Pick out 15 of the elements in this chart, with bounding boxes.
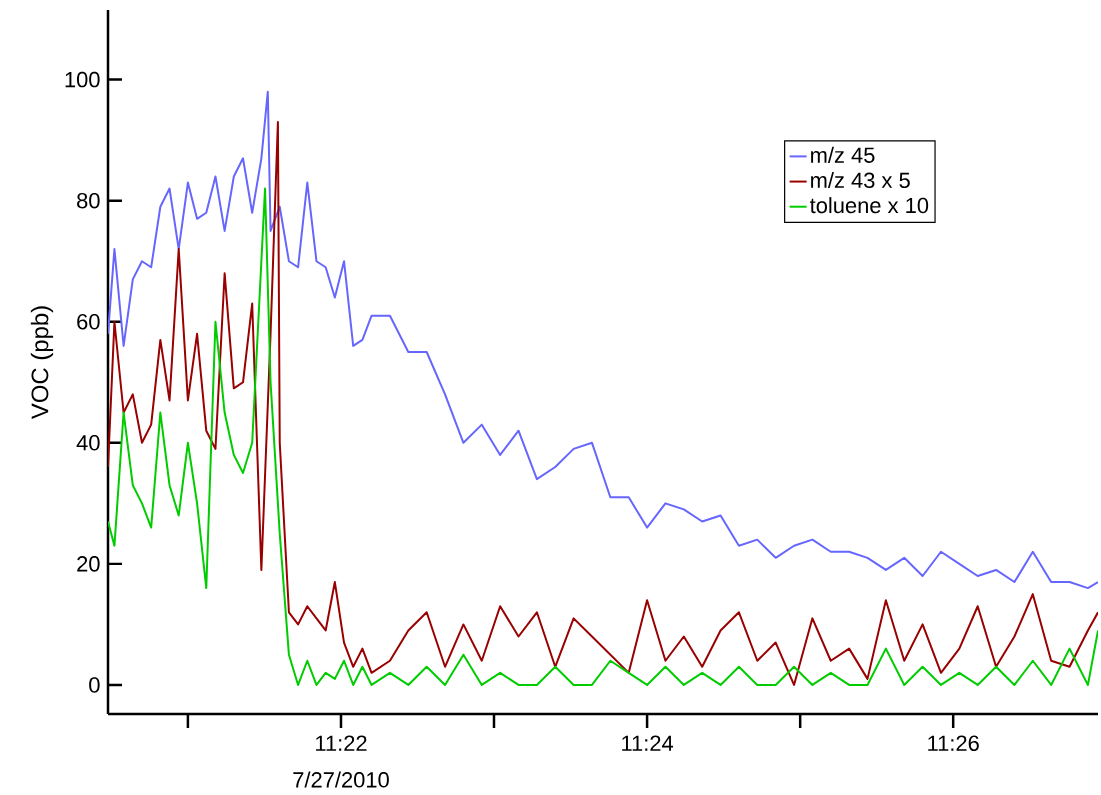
x-tick-label: 11:24 [622, 735, 674, 751]
legend-label: toluene x 10 [809, 197, 929, 214]
y-tick-label: 100 [65, 71, 100, 88]
y-tick-label: 80 [77, 192, 100, 209]
y-tick-label: 20 [77, 556, 100, 572]
legend-label: m/z 43 x 5 [811, 171, 910, 189]
y-tick-label: 40 [76, 435, 100, 451]
y-axis-title: VOC (ppb) [30, 306, 54, 420]
legend-label: m/z 45 [811, 146, 875, 163]
y-tick-label: 0 [89, 677, 100, 693]
x-tick-label: 11:26 [928, 735, 979, 752]
text: 7/27/2010 [293, 771, 389, 788]
line-series [108, 90, 1099, 590]
x-tick-label: 11:22 [316, 735, 367, 751]
y-tick-label: 60 [77, 313, 100, 330]
